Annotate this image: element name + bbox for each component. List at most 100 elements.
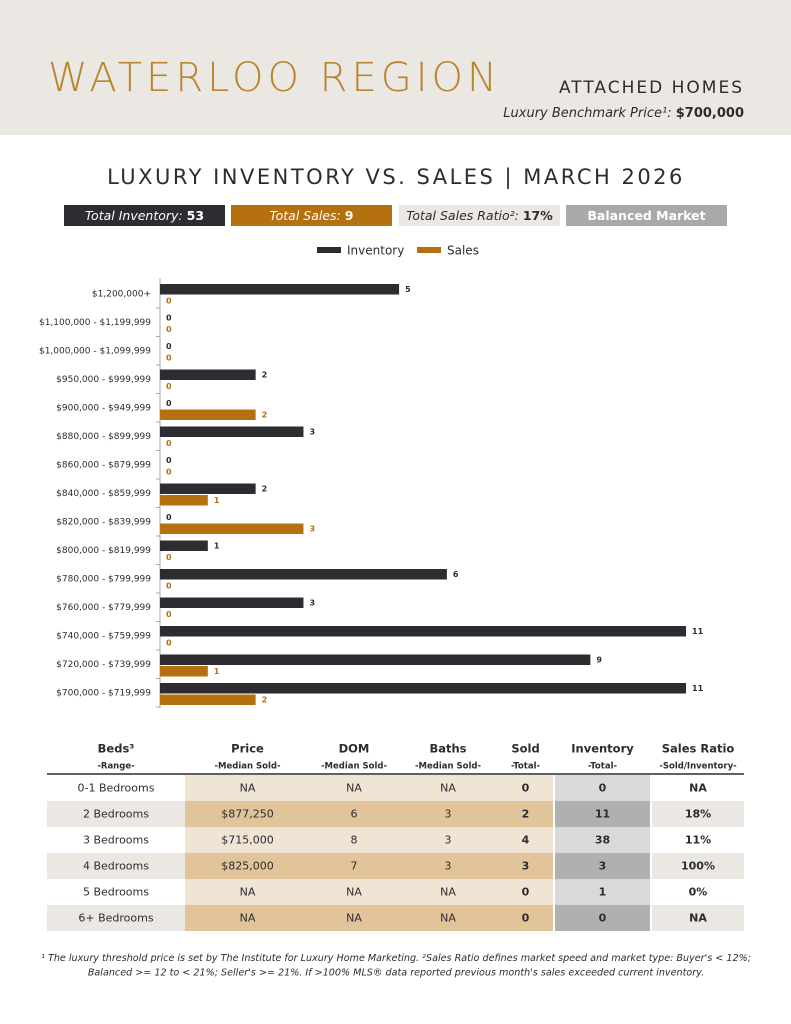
column-subtitle: -Total- <box>588 762 618 772</box>
bar-value-label: 2 <box>262 411 268 420</box>
category-label: $1,200,000+ <box>92 290 151 300</box>
cell-bg <box>555 801 650 827</box>
cell: NA <box>240 912 256 925</box>
bar-value-label: 1 <box>214 542 220 551</box>
cell: NA <box>440 782 456 795</box>
stat-text: Balanced Market <box>587 208 705 223</box>
cell: 4 <box>522 834 530 847</box>
cell-bg <box>185 775 553 801</box>
cell-bg <box>555 905 650 931</box>
bar-value-label: 2 <box>262 696 268 705</box>
bar-value-label: 3 <box>309 599 315 608</box>
cell: 11% <box>685 834 711 847</box>
cell-bg <box>47 801 185 827</box>
cell: 0 <box>599 782 607 795</box>
category-label: $760,000 - $779,999 <box>56 603 151 613</box>
benchmark-label: Luxury Benchmark Price¹: <box>503 106 671 121</box>
category-label: $1,100,000 - $1,199,999 <box>39 318 151 328</box>
cell-bg <box>555 853 650 879</box>
bar-value-label: 0 <box>166 354 172 363</box>
category-label: $800,000 - $819,999 <box>56 546 151 556</box>
bar-value-label: 0 <box>166 297 172 306</box>
bar <box>160 523 304 534</box>
bar <box>160 409 256 420</box>
bar-value-label: 0 <box>166 639 172 648</box>
bar <box>160 284 400 295</box>
legend-label: Inventory <box>347 244 404 258</box>
category-label: $880,000 - $899,999 <box>56 432 151 442</box>
column-title: Inventory <box>571 742 634 756</box>
bar-value-label: 0 <box>166 382 172 391</box>
chart-title: LUXURY INVENTORY VS. SALES | MARCH 2026 <box>107 165 685 190</box>
cell-bg <box>555 775 650 801</box>
legend-swatch <box>317 247 341 253</box>
cell-bg <box>652 827 744 853</box>
bar <box>160 626 686 637</box>
cell: 3 <box>445 808 452 821</box>
region-title: WATERLOO REGION <box>48 55 501 101</box>
bar-value-label: 0 <box>166 553 172 562</box>
category-label: $840,000 - $859,999 <box>56 489 151 499</box>
bar-value-label: 1 <box>214 667 220 676</box>
category-label: $740,000 - $759,999 <box>56 632 151 642</box>
bar <box>160 540 208 551</box>
bar <box>160 683 686 694</box>
subtitle: ATTACHED HOMES <box>559 78 744 98</box>
stat-label: Balanced Market <box>587 208 705 223</box>
benchmark-value: $700,000 <box>676 106 744 121</box>
bar-value-label: 0 <box>166 582 172 591</box>
cell: NA <box>240 886 256 899</box>
stat-box <box>231 205 392 226</box>
column-subtitle: -Median Sold- <box>321 762 387 772</box>
cell: 100% <box>681 860 715 873</box>
bar <box>160 654 591 665</box>
stat-value: 17% <box>523 208 553 223</box>
column-title: Baths <box>429 742 466 756</box>
cell: 0 <box>522 912 530 925</box>
bar <box>160 369 256 380</box>
cell: NA <box>440 886 456 899</box>
bar-value-label: 2 <box>262 371 268 380</box>
cell: 3 <box>599 860 607 873</box>
category-label: $900,000 - $949,999 <box>56 404 151 414</box>
bar-value-label: 11 <box>692 684 704 693</box>
bar-value-label: 0 <box>166 468 172 477</box>
category-label: $720,000 - $739,999 <box>56 660 151 670</box>
column-subtitle: -Sold/Inventory- <box>659 762 737 772</box>
bar <box>160 597 304 608</box>
bar-value-label: 0 <box>166 314 172 323</box>
column-title: Beds³ <box>98 742 135 756</box>
footnote: ¹ The luxury threshold price is set by T… <box>41 953 751 964</box>
bar-value-label: 0 <box>166 610 172 619</box>
cell: $877,250 <box>221 808 274 821</box>
cell: 2 <box>522 808 530 821</box>
cell: 3 <box>445 834 452 847</box>
cell-bg <box>47 879 185 905</box>
cell-bg <box>652 801 744 827</box>
column-title: Price <box>231 742 264 756</box>
cell: NA <box>689 782 707 795</box>
bar <box>160 666 208 677</box>
stat-text: Total Sales Ratio²: 17% <box>406 208 553 223</box>
header-band <box>0 0 791 135</box>
benchmark: Luxury Benchmark Price¹: $700,000 <box>503 106 744 121</box>
cell: NA <box>346 912 362 925</box>
legend-label: Sales <box>447 244 479 258</box>
cell-bg <box>47 853 185 879</box>
cell: $825,000 <box>221 860 274 873</box>
cell-bg <box>185 879 553 905</box>
column-subtitle: -Total- <box>511 762 541 772</box>
bar <box>160 569 447 580</box>
cell: NA <box>240 782 256 795</box>
bar-value-label: 6 <box>453 570 459 579</box>
bar-value-label: 3 <box>309 428 315 437</box>
bar-value-label: 0 <box>166 325 172 334</box>
cell: 11 <box>595 808 610 821</box>
cell: 1 <box>599 886 607 899</box>
category-label: $820,000 - $839,999 <box>56 518 151 528</box>
cell-bg <box>555 879 650 905</box>
cell: NA <box>440 912 456 925</box>
stat-box <box>399 205 560 226</box>
column-subtitle: -Range- <box>97 762 135 772</box>
cell: 0% <box>689 886 708 899</box>
